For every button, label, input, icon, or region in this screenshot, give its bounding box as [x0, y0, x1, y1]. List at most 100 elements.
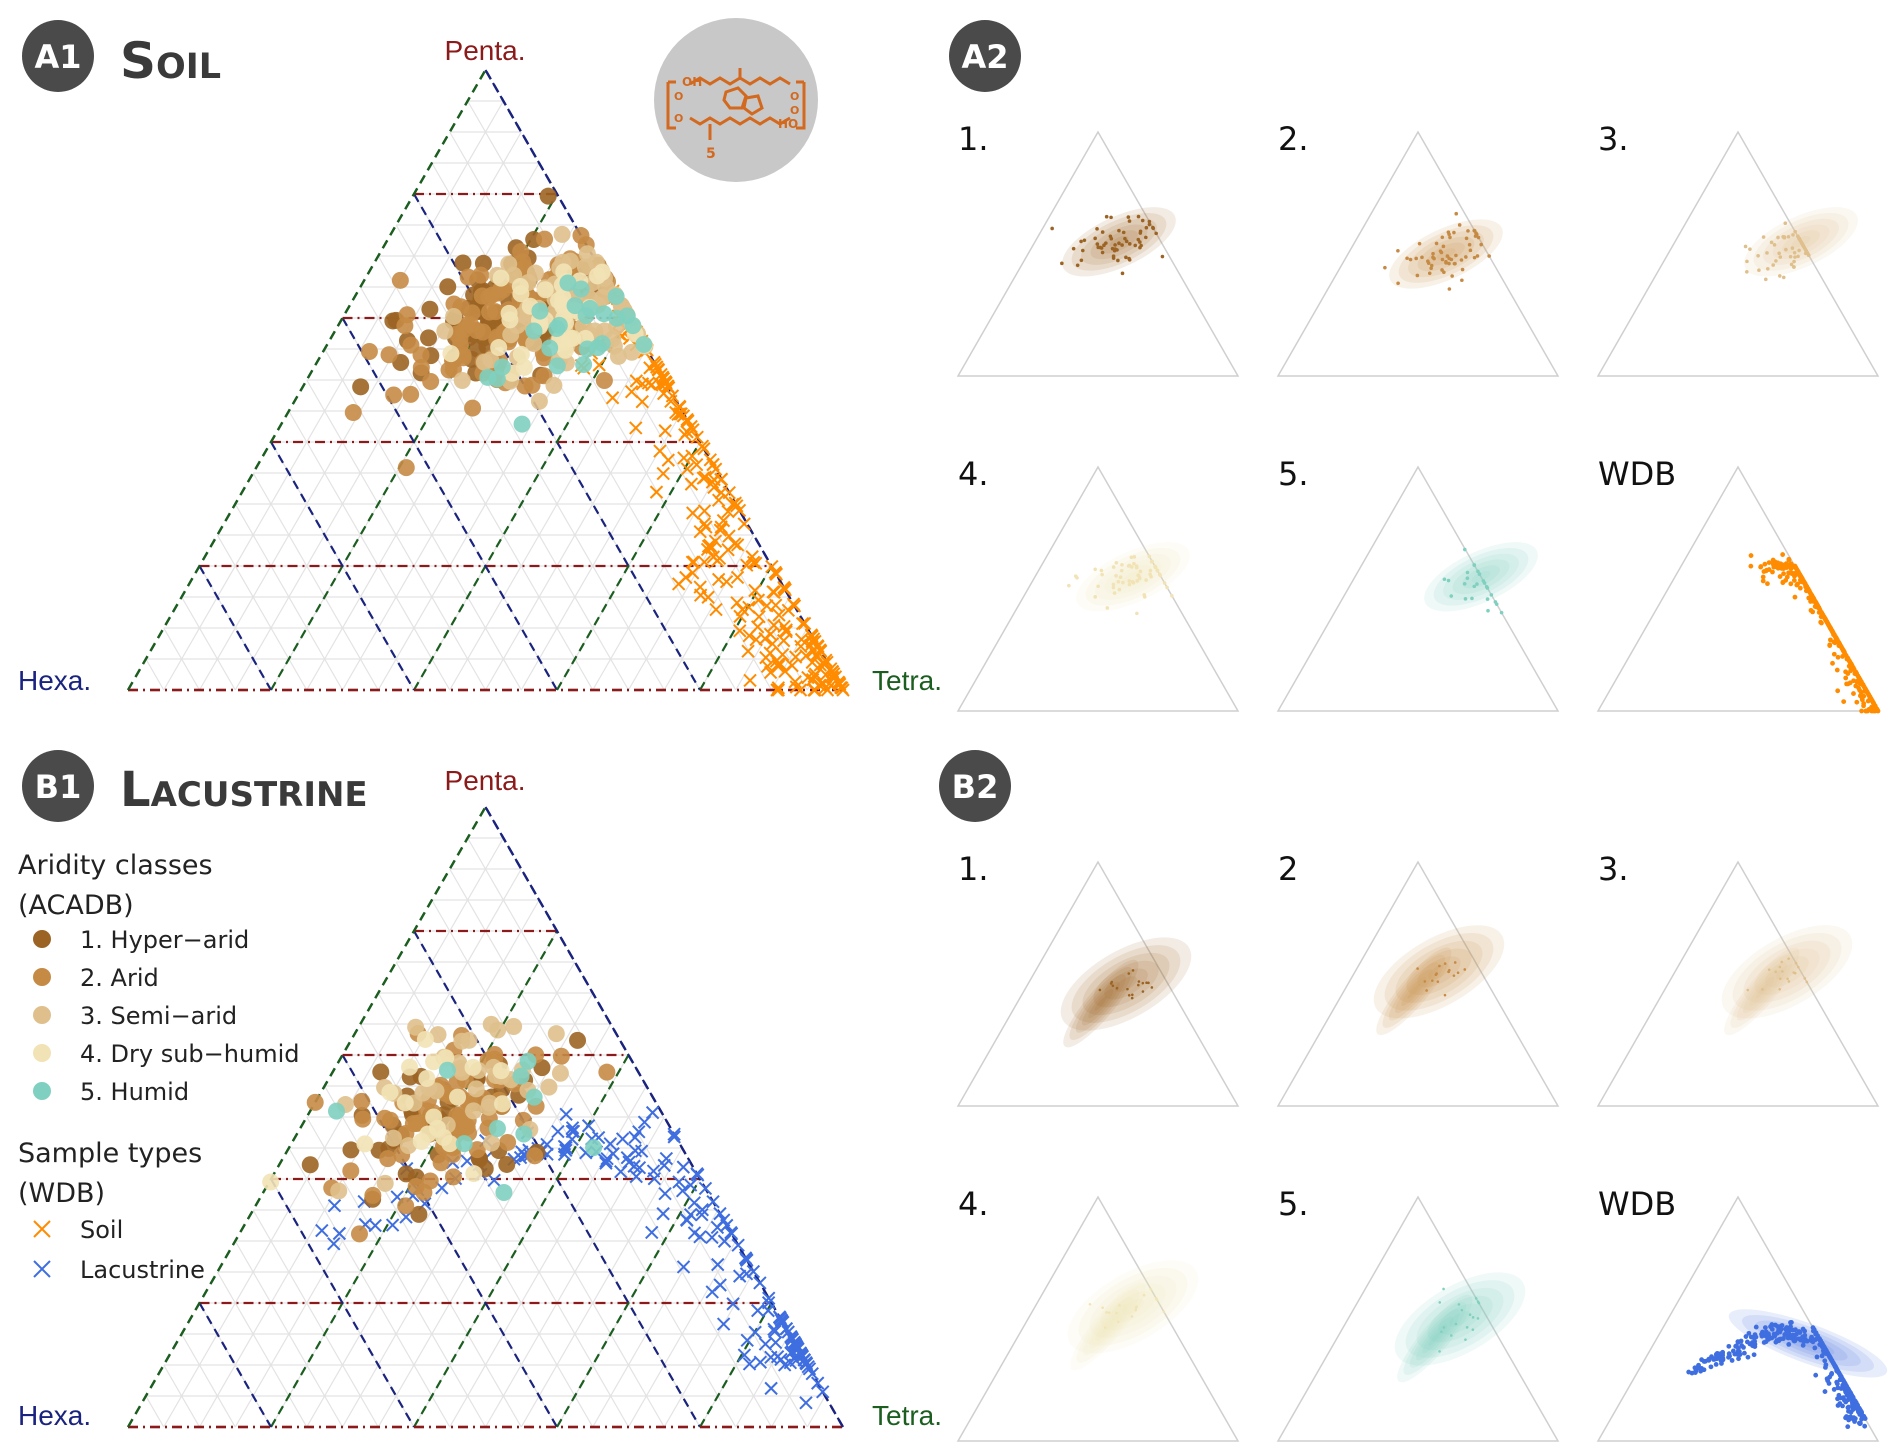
mini-data-point	[1757, 268, 1761, 272]
data-point-cross	[705, 1285, 719, 1299]
mini-plot-label: 5.	[1278, 1185, 1309, 1223]
mini-data-point	[1438, 1301, 1442, 1304]
mini-plot: 4.	[956, 455, 1240, 712]
mini-data-point	[1147, 554, 1152, 559]
mini-data-point	[1463, 547, 1467, 552]
mini-data-point	[1792, 259, 1796, 264]
data-point-circle	[415, 1183, 433, 1201]
ternary-a1	[126, 69, 850, 697]
mini-triangle	[1276, 130, 1560, 377]
mini-data-point	[1476, 235, 1481, 240]
grid-line	[234, 503, 344, 691]
grid-line	[806, 1395, 826, 1428]
data-point-cross	[773, 657, 787, 671]
mini-data-point	[1793, 255, 1797, 259]
badge-a1-text: A1	[34, 38, 81, 76]
density-layer	[1754, 948, 1820, 996]
mini-data-point	[1115, 1311, 1118, 1315]
mini-data-point	[1746, 1330, 1752, 1336]
density-layer	[1433, 547, 1529, 606]
mini-data-point	[1769, 1326, 1775, 1332]
legend-item-label: 2. Arid	[80, 964, 159, 992]
mini-data-point	[1442, 1287, 1445, 1291]
data-point-cross	[721, 543, 735, 557]
mini-data-point	[1776, 235, 1780, 240]
density-layer	[1382, 954, 1446, 1028]
mini-data-point	[1104, 214, 1109, 219]
mini-data-point	[1788, 562, 1794, 567]
data-point-cross	[657, 1158, 671, 1173]
data-point-circle	[454, 254, 472, 272]
data-point-cross	[600, 1151, 614, 1166]
mini-data-point	[1871, 700, 1876, 706]
mini-plots-a2: 1. 2. 3. 4. 5. WDB	[956, 120, 1881, 714]
data-point-cross	[327, 1198, 342, 1213]
density-layer	[1104, 559, 1162, 595]
mini-plot: 1.	[956, 850, 1240, 1107]
data-point-cross	[690, 1168, 705, 1182]
data-point-circle	[635, 336, 653, 354]
data-point-circle	[442, 345, 460, 363]
density-layer	[1721, 925, 1853, 1019]
hexa-gridline	[270, 441, 415, 691]
data-point-circle	[397, 1197, 415, 1215]
mini-data-point	[1825, 1378, 1831, 1384]
density-layer	[1388, 962, 1439, 1021]
data-point-circle	[525, 335, 543, 353]
mini-data-point	[1863, 708, 1869, 714]
density-layer	[1376, 947, 1452, 1036]
mini-data-point	[1111, 984, 1115, 988]
mini-data-point	[1449, 594, 1454, 598]
mini-data-point	[1760, 1329, 1765, 1335]
density-layer	[1428, 1331, 1442, 1346]
mini-data-point	[1145, 981, 1148, 984]
mini-data-point	[1701, 1367, 1707, 1373]
mini-data-point	[1797, 965, 1800, 969]
mini-data-point	[1149, 559, 1154, 564]
mini-data-point	[1777, 574, 1783, 579]
data-point-cross	[697, 504, 712, 518]
mini-data-point	[1114, 560, 1119, 565]
mini-data-point	[1429, 266, 1433, 271]
mini-data-point	[1475, 232, 1479, 237]
mini-data-point	[1100, 250, 1105, 255]
data-point-circle	[467, 1080, 485, 1098]
data-point-circle	[379, 1150, 397, 1168]
mini-data-point	[1093, 567, 1097, 572]
mini-data-point	[1834, 1369, 1840, 1374]
data-point-circle	[493, 1095, 511, 1113]
data-point-circle	[489, 1021, 507, 1039]
data-point-circle	[495, 1184, 513, 1202]
mini-data-point	[1132, 561, 1136, 566]
mini-data-point	[1127, 242, 1132, 246]
mini-data-point	[1726, 1343, 1732, 1349]
mini-data-point	[1431, 255, 1435, 260]
mini-triangle	[1276, 465, 1560, 712]
mini-data-point	[1746, 988, 1750, 992]
data-point-circle	[330, 1182, 348, 1200]
mini-data-point	[1756, 253, 1760, 258]
data-point-cross	[810, 650, 824, 664]
density-layer	[1089, 1304, 1127, 1349]
mini-data-point	[1779, 566, 1785, 571]
mini-data-point	[1767, 968, 1771, 971]
density-layer	[1060, 937, 1192, 1031]
grid-line	[306, 1116, 487, 1428]
mini-data-point	[1133, 243, 1138, 248]
mini-data-point	[1765, 251, 1769, 255]
data-point-cross	[690, 430, 704, 444]
density-layer	[1438, 1303, 1482, 1335]
mini-triangle	[1596, 465, 1880, 712]
mini-data-point	[1789, 262, 1794, 267]
mini-data-point	[1472, 584, 1477, 589]
mini-data-point	[1127, 579, 1132, 583]
data-point-cross	[629, 1169, 643, 1184]
mini-triangle	[956, 860, 1240, 1107]
mini-data-point	[1465, 570, 1470, 575]
density-layer	[1094, 996, 1108, 1011]
mini-data-point	[1109, 215, 1113, 220]
data-point-cross	[730, 538, 745, 552]
mini-data-point	[1107, 1311, 1111, 1314]
data-point-cross	[698, 1181, 713, 1196]
mini-data-point	[1440, 268, 1444, 272]
